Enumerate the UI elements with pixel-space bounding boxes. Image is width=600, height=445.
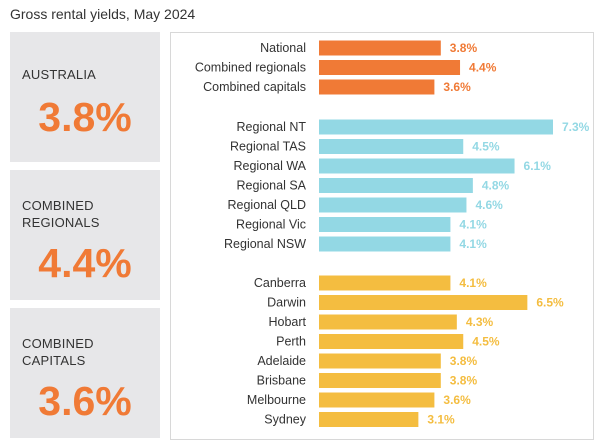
bar — [319, 412, 419, 427]
bar — [319, 353, 441, 369]
category-label: Combined regionals — [195, 61, 306, 75]
bar-value-label: 4.6% — [475, 198, 503, 212]
bar — [319, 158, 515, 174]
category-label: Adelaide — [257, 354, 306, 368]
category-label: Combined capitals — [203, 80, 306, 94]
bar — [319, 392, 435, 408]
bar — [319, 178, 473, 193]
category-label: Regional TAS — [230, 140, 306, 154]
bar — [319, 373, 441, 388]
card-label: COMBINED REGIONALS — [22, 198, 100, 230]
card-australia: AUSTRALIA 3.8% — [10, 32, 160, 162]
category-label: Regional NT — [237, 120, 307, 134]
bar — [319, 217, 451, 232]
category-label: Regional NSW — [224, 237, 306, 251]
bar-value-label: 3.8% — [450, 41, 478, 55]
bar-value-label: 4.5% — [472, 335, 500, 349]
bar — [319, 40, 441, 56]
bar — [319, 295, 528, 310]
chart-panel — [170, 32, 594, 440]
bar-value-label: 7.3% — [562, 120, 590, 134]
bar-value-label: 6.1% — [524, 159, 552, 173]
category-label: Sydney — [264, 413, 306, 427]
category-label: Canberra — [254, 276, 306, 290]
card-value: 3.6% — [38, 378, 132, 424]
card-value: 4.4% — [38, 240, 132, 286]
bar-value-label: 6.5% — [536, 296, 564, 310]
card-value: 3.8% — [38, 94, 132, 140]
category-label: Regional QLD — [227, 198, 306, 212]
card-label: COMBINED CAPITALS — [22, 336, 94, 368]
bar-value-label: 3.6% — [443, 80, 471, 94]
category-label: Regional SA — [237, 179, 307, 193]
bar-value-label: 3.1% — [427, 413, 455, 427]
bar-value-label: 3.6% — [443, 393, 471, 407]
bar — [319, 197, 467, 213]
category-label: Regional Vic — [236, 218, 306, 232]
bar-value-label: 3.8% — [450, 354, 478, 368]
category-label: Melbourne — [247, 393, 306, 407]
category-label: Hobart — [268, 315, 306, 329]
category-label: Brisbane — [257, 374, 306, 388]
category-label: Regional WA — [234, 159, 307, 173]
card-combined-capitals: COMBINED CAPITALS 3.6% — [10, 308, 160, 438]
card-combined-regionals: COMBINED REGIONALS 4.4% — [10, 170, 160, 300]
bar — [319, 79, 435, 95]
bar-value-label: 4.5% — [472, 140, 500, 154]
bar-value-label: 4.4% — [469, 61, 497, 75]
bar — [319, 236, 451, 252]
bar-value-label: 4.1% — [459, 237, 487, 251]
bar — [319, 119, 553, 135]
bar-value-label: 4.1% — [459, 218, 487, 232]
bar — [319, 139, 464, 154]
category-label: Darwin — [267, 296, 306, 310]
bar-value-label: 4.8% — [482, 179, 510, 193]
category-label: National — [260, 41, 306, 55]
bar — [319, 334, 464, 349]
category-label: Perth — [276, 335, 306, 349]
page-title: Gross rental yields, May 2024 — [10, 6, 196, 22]
bar — [319, 314, 457, 330]
bar-value-label: 4.1% — [459, 276, 487, 290]
bar-value-label: 3.8% — [450, 374, 478, 388]
bar — [319, 275, 451, 291]
card-label: AUSTRALIA — [22, 67, 97, 82]
bar — [319, 60, 461, 75]
bar-value-label: 4.3% — [466, 315, 494, 329]
